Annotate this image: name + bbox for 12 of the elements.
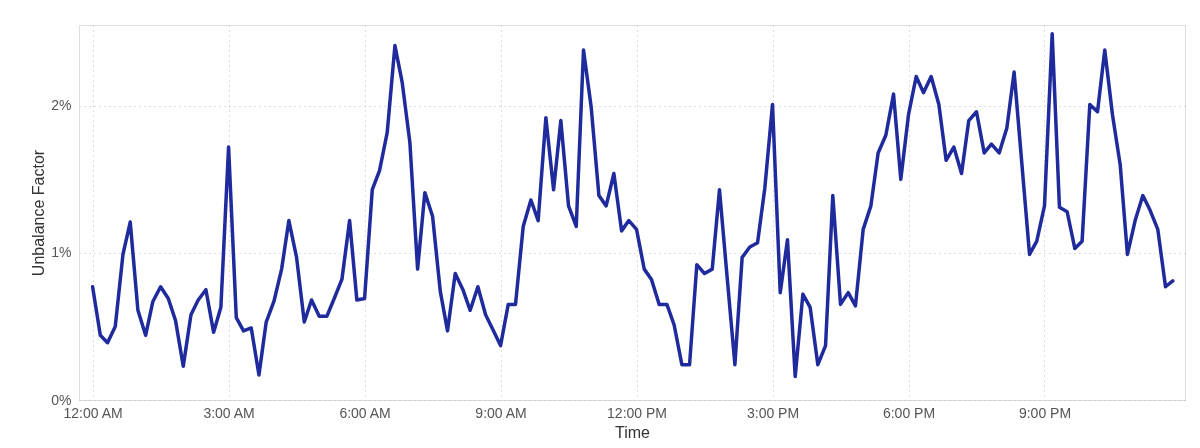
y-tick-label: 1% xyxy=(51,244,72,261)
x-tick-label: 3:00 AM xyxy=(203,404,255,421)
x-tick-label: 3:00 PM xyxy=(746,404,800,421)
y-tick-label: 2% xyxy=(51,97,72,114)
x-axis-title: Time xyxy=(615,423,651,441)
y-axis-title: Unbalance Factor xyxy=(30,149,48,277)
x-tick-label: 6:00 AM xyxy=(339,404,391,421)
x-tick-label: 9:00 AM xyxy=(475,404,527,421)
x-tick-label: 12:00 PM xyxy=(607,404,667,421)
x-tick-label: 9:00 PM xyxy=(1018,404,1072,421)
line-series xyxy=(90,32,1175,379)
x-tick-label: 6:00 PM xyxy=(882,404,936,421)
